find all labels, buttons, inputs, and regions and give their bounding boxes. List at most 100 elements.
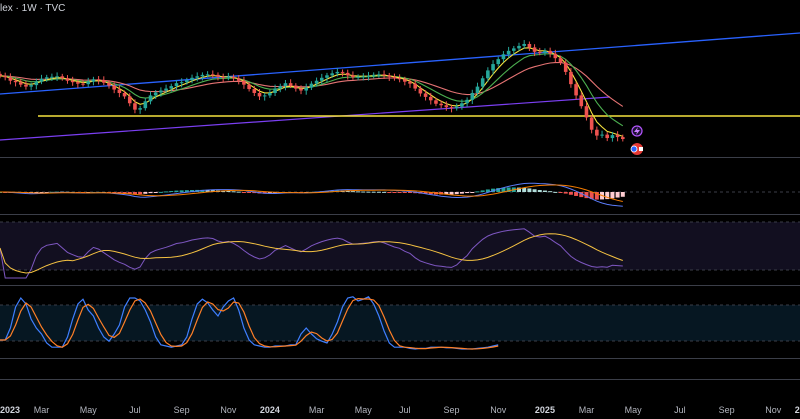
candle-body — [397, 78, 402, 80]
macd-histogram-bar — [542, 190, 547, 192]
macd-histogram-bar — [517, 187, 521, 192]
candle-body — [460, 103, 464, 107]
macd-histogram-bar — [267, 192, 272, 194]
separator-macd — [0, 214, 800, 215]
candle-body — [387, 75, 392, 77]
candle-body — [413, 83, 417, 89]
macd-histogram-bar — [169, 190, 174, 192]
macd-histogram-bar — [423, 192, 428, 194]
candle-body — [164, 88, 168, 91]
candle-body — [506, 50, 511, 55]
macd-histogram-bar — [179, 190, 184, 192]
candle-body — [465, 99, 469, 104]
candle-body — [309, 83, 314, 88]
time-axis-tick-label: May — [80, 405, 98, 415]
time-axis: 2023 Mar May Jul Sep Nov 2024 Mar May Jul Sep Nov 20… — [0, 405, 800, 415]
flag-icon[interactable] — [630, 143, 643, 155]
candle-body — [366, 75, 371, 77]
candle-body — [8, 77, 13, 81]
candle-body — [501, 54, 506, 60]
candle-body — [29, 85, 33, 87]
candle-body — [496, 59, 501, 65]
candle-body — [3, 75, 7, 78]
candle-body — [543, 50, 547, 53]
macd-histogram-bar — [470, 192, 475, 193]
candle-body — [117, 89, 122, 93]
candle-body — [361, 76, 366, 78]
candle-body — [112, 85, 116, 90]
macd-histogram-bar — [563, 192, 568, 194]
candle-body — [444, 105, 449, 108]
macd-histogram-bar — [522, 187, 527, 192]
candle-body — [574, 84, 578, 96]
candle-body — [122, 92, 127, 97]
macd-histogram-bar — [459, 192, 464, 194]
candle-body — [190, 77, 194, 81]
macd-histogram-bar — [127, 192, 132, 194]
macd-histogram-bar — [589, 192, 594, 200]
candle-body — [91, 79, 96, 82]
macd-histogram-bar — [527, 188, 532, 192]
candle-body — [600, 134, 604, 136]
macd-histogram-bar — [247, 192, 252, 193]
macd-histogram-bar — [408, 192, 413, 193]
candle-body — [55, 76, 59, 78]
candle-body — [143, 101, 148, 109]
macd-histogram-bar — [480, 190, 485, 192]
candle-body — [325, 75, 329, 78]
candle-body — [133, 103, 137, 110]
macd-histogram-bar — [402, 192, 407, 193]
rsi-ma-line — [0, 233, 623, 274]
candle-body — [205, 74, 210, 76]
macd-histogram-bar — [553, 191, 558, 193]
candle-body — [548, 50, 552, 54]
macd-histogram-bar — [392, 192, 397, 193]
time-axis-tick-label: Nov — [220, 405, 237, 415]
rsi-panel — [0, 228, 623, 279]
candle-body — [242, 80, 246, 85]
candle-body — [76, 82, 80, 84]
macd-histogram-bar — [574, 192, 579, 196]
candle-body — [153, 92, 158, 96]
candle-body — [392, 76, 397, 79]
candle-body — [610, 135, 615, 139]
time-axis-tick-label: Sep — [444, 405, 460, 415]
candles — [0, 40, 625, 142]
time-axis-tick-label: Sep — [174, 405, 190, 415]
candle-body — [418, 88, 423, 94]
candle-body — [18, 82, 23, 85]
macd-histogram-bar — [366, 191, 371, 193]
macd-histogram-bar — [164, 191, 169, 193]
candle-body — [345, 72, 350, 76]
rsi-line — [0, 228, 623, 279]
macd-histogram-bar — [148, 192, 153, 194]
macd-histogram-bar — [428, 192, 433, 195]
stochastic-panel — [0, 296, 499, 350]
lightning-icon[interactable] — [631, 125, 643, 137]
time-axis-tick-label: May — [625, 405, 643, 415]
candle-body — [553, 53, 558, 59]
dashed-levels — [0, 191, 800, 342]
macd-histogram-bar — [138, 192, 143, 195]
candle-body — [532, 47, 537, 52]
macd-histogram-bar — [49, 191, 54, 193]
candle-body — [200, 74, 205, 77]
macd-histogram-bar — [465, 192, 470, 194]
macd-histogram-bar — [158, 191, 163, 193]
time-axis-tick-label: Nov — [490, 405, 507, 415]
macd-histogram-bar — [496, 188, 501, 192]
candle-body — [148, 95, 153, 102]
macd-histogram-bar — [174, 190, 179, 192]
candle-body — [273, 88, 277, 93]
macd-histogram-bar — [444, 192, 449, 195]
candle-body — [268, 92, 272, 96]
macd-histogram-bar — [548, 191, 553, 193]
macd-histogram-bar — [190, 190, 195, 192]
macd-histogram-bar — [568, 192, 573, 195]
candle-body — [314, 80, 319, 84]
time-axis-tick-label: May — [355, 405, 373, 415]
candle-body — [595, 129, 599, 136]
time-axis-tick-label: Mar — [309, 405, 325, 415]
moving-averages — [0, 47, 624, 137]
